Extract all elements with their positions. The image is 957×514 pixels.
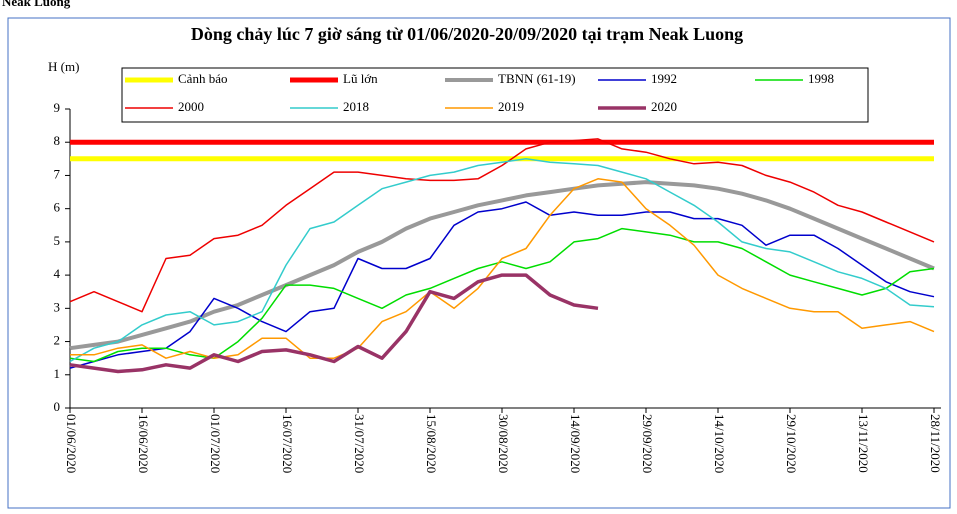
y-tick-label: 7	[54, 166, 61, 181]
chart-title: Dòng chảy lúc 7 giờ sáng từ 01/06/2020-2…	[191, 24, 743, 44]
y-tick-label: 4	[54, 266, 61, 281]
legend-label: 2020	[651, 99, 677, 114]
page-label: Neak Luong	[2, 0, 71, 9]
y-tick-label: 9	[54, 100, 61, 115]
x-tick-label: 13/11/2020	[856, 414, 871, 473]
y-tick-label: 2	[54, 333, 61, 348]
series-line	[69, 180, 935, 351]
legend-label: Lũ lớn	[343, 71, 378, 86]
x-tick-label: 14/09/2020	[568, 414, 583, 473]
x-tick-label: 31/07/2020	[352, 414, 367, 473]
series-line	[69, 138, 935, 313]
y-tick-label: 0	[54, 399, 61, 414]
x-tick-label: 28/11/2020	[928, 414, 943, 473]
legend	[121, 67, 869, 123]
legend-label: 1998	[808, 71, 834, 86]
series-line	[69, 158, 935, 363]
y-tick-label: 5	[54, 233, 61, 248]
x-tick-label: 01/06/2020	[64, 414, 79, 473]
x-tick-label: 16/06/2020	[136, 414, 151, 473]
series-line	[70, 178, 935, 359]
series-line	[69, 201, 935, 369]
legend-label: 2018	[343, 99, 369, 114]
x-tick-label: 14/10/2020	[712, 414, 727, 473]
y-tick-label: 1	[54, 366, 61, 381]
x-tick-label: 01/07/2020	[208, 414, 223, 473]
series-line	[69, 273, 599, 374]
x-tick-label: 30/08/2020	[496, 414, 511, 473]
legend-label: 1992	[651, 71, 677, 86]
x-tick-label: 29/09/2020	[640, 414, 655, 473]
x-tick-label: 16/07/2020	[280, 414, 295, 473]
legend-label: Cảnh báo	[178, 71, 227, 86]
y-axis-label: H (m)	[48, 59, 79, 74]
y-tick-label: 3	[54, 299, 61, 314]
x-tick-label: 15/08/2020	[424, 414, 439, 473]
legend-label: TBNN (61-19)	[498, 71, 576, 86]
legend-label: 2019	[498, 99, 524, 114]
legend-label: 2000	[178, 99, 204, 114]
y-tick-label: 6	[54, 200, 61, 215]
y-tick-label: 8	[54, 133, 61, 148]
x-tick-label: 29/10/2020	[784, 414, 799, 473]
